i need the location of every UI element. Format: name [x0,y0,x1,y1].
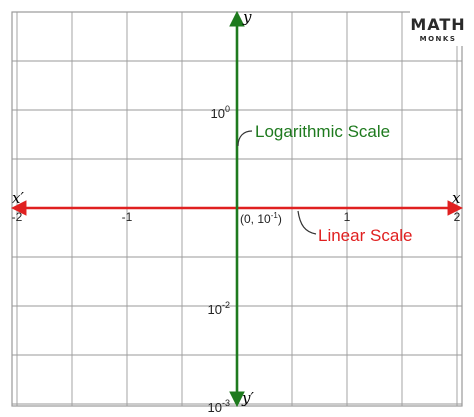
x-axis-label: x [452,189,461,207]
linear-scale-pointer [297,210,317,235]
logo-word-bottom: MONKS [420,35,457,43]
log-scale-annotation: Logarithmic Scale [255,122,390,141]
log-scale-pointer [237,130,253,147]
origin-label-close: ) [278,212,282,226]
y-tick-base: 10 [208,400,222,415]
y-tick-base: 10 [211,106,225,121]
origin-label-sup: -1 [271,211,279,220]
y-tick-exponent: -2 [222,300,230,310]
x-tick-label: 1 [344,210,351,224]
origin-label: (0, 10-1) [240,211,282,226]
logo-word-top: MATH [410,15,465,34]
x-tick-label: 2 [454,210,461,224]
x-tick-label: -1 [122,210,133,224]
x-tick-label: -2 [12,210,23,224]
y-negative-label: y′ [241,389,254,407]
y-tick-exponent: 0 [225,104,230,114]
y-tick-exponent: -3 [222,398,230,408]
y-tick-label: 10-3 [208,398,230,415]
linear-scale-annotation: Linear Scale [318,226,413,245]
y-tick-base: 10 [208,302,222,317]
math-monks-logo: MATH MONKS [410,10,466,46]
x-negative-label: x′ [12,189,24,207]
origin-label-text: (0, 10 [240,212,271,226]
y-tick-label: 10-2 [208,300,230,317]
y-axis-label: y [242,8,252,26]
y-tick-labels: 10210010-210-3 [208,104,230,415]
x-tick-labels: -2 -1 1 2 [12,210,461,224]
y-tick-label: 100 [211,104,230,121]
